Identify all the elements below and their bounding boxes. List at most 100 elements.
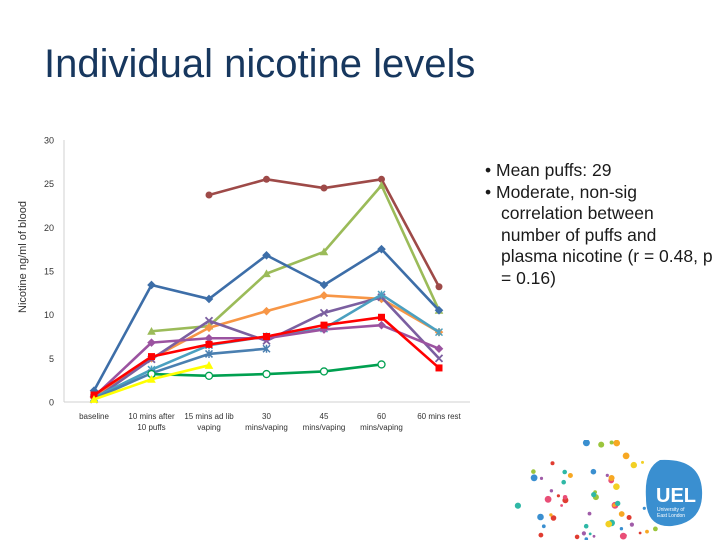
data-point (204, 333, 214, 343)
data-point (205, 191, 213, 199)
data-point (377, 181, 386, 189)
data-point (263, 333, 270, 340)
data-point (434, 354, 444, 363)
logo-confetti-dots (514, 440, 664, 540)
data-point (377, 290, 386, 299)
y-axis-label: Nicotine ng/ml of blood (17, 201, 29, 313)
data-point (263, 175, 270, 183)
series-2 (147, 181, 444, 335)
logo-dot (561, 479, 566, 485)
logo-dot (612, 503, 616, 507)
data-point (204, 294, 214, 304)
data-point (204, 323, 214, 333)
data-point (320, 184, 328, 192)
data-point (205, 340, 213, 348)
x-tick-label: 15 mins ad lib vaping (184, 412, 234, 432)
series-line (93, 315, 440, 397)
x-tick-labels: baseline 10 mins after 10 puffs 15 mins ad … (79, 412, 461, 432)
data-point (204, 316, 214, 325)
data-point (89, 395, 99, 403)
logo-dot (592, 534, 596, 538)
data-point (319, 247, 329, 256)
x-tick-label: baseline (79, 412, 109, 421)
uel-logo: UEL University of East London (514, 440, 703, 540)
data-point (320, 321, 328, 329)
logo-dot (562, 469, 567, 475)
y-tick-label: 15 (44, 267, 54, 277)
x-tick-label: 60 mins/vaping (360, 412, 403, 432)
series-3 (89, 244, 444, 395)
note-correlation: • Moderate, non-sig correlation between … (485, 181, 713, 288)
logo-dot (598, 441, 605, 448)
x-tick-label: 10 mins after 10 puffs (128, 412, 175, 432)
data-point (147, 374, 156, 383)
logo-dot (537, 513, 544, 521)
logo-badge-icon (645, 459, 703, 527)
data-point (434, 344, 444, 354)
logo-dot (550, 461, 555, 466)
logo-dot (560, 504, 563, 507)
logo-dot (550, 515, 557, 521)
logo-dot (514, 502, 521, 509)
data-point (319, 291, 329, 300)
data-point (319, 280, 329, 290)
data-point (434, 306, 444, 315)
data-point (319, 308, 329, 318)
logo-subtitle-line2: East London (657, 513, 685, 519)
logo-dot (588, 532, 592, 536)
logo-dot (615, 500, 621, 507)
y-tick-label: 5 (49, 354, 54, 364)
logo-dot (641, 460, 644, 464)
logo-dot (609, 440, 614, 445)
logo-dot (629, 522, 634, 527)
y-tick-label: 10 (44, 310, 54, 320)
logo-dot (638, 531, 642, 535)
logo-dot (608, 475, 615, 481)
logo-dot (653, 526, 658, 532)
logo-dot (605, 520, 612, 528)
y-tick-label: 25 (44, 179, 54, 189)
logo-dot (538, 532, 544, 538)
slide-title: Individual nicotine levels (44, 42, 476, 86)
data-point (148, 353, 155, 361)
data-point (262, 306, 271, 316)
logo-dot (530, 474, 538, 482)
data-point (147, 338, 156, 347)
logo-dot (549, 513, 553, 517)
y-tick-label: 30 (44, 136, 54, 146)
data-point (377, 360, 386, 369)
data-point (147, 280, 156, 290)
logo-dot (645, 529, 649, 534)
data-point (434, 328, 444, 337)
logo-dot (562, 495, 568, 500)
data-point (204, 349, 214, 358)
data-point (378, 175, 385, 183)
data-point (204, 371, 214, 380)
logo-dot (605, 473, 609, 477)
x-tick-label: 30 mins/vaping (245, 412, 288, 432)
y-tick-labels: 0 5 10 15 20 25 30 (44, 136, 54, 408)
logo-dot (642, 506, 646, 510)
series-11 (89, 361, 214, 403)
logo-dot (556, 494, 560, 498)
logo-dot (584, 537, 589, 540)
data-point (319, 367, 329, 376)
logo-dot (574, 534, 580, 540)
logo-dot (583, 523, 589, 529)
logo-dot (613, 440, 620, 447)
x-tick-label: 60 mins rest (417, 412, 461, 421)
logo-dot (618, 511, 625, 517)
logo-subtitle-line1: University of (657, 507, 685, 513)
logo-dot (544, 495, 552, 503)
note-mean-puffs: • Mean puffs: 29 (485, 160, 612, 180)
series-10 (147, 360, 386, 380)
data-point (262, 250, 271, 260)
logo-dot (587, 511, 592, 516)
series-9 (90, 313, 443, 399)
logo-dot (581, 531, 586, 536)
data-point (378, 313, 385, 321)
logo-dot (630, 461, 637, 469)
series-line (93, 347, 267, 400)
data-point (262, 369, 271, 379)
logo-dot (613, 483, 620, 490)
